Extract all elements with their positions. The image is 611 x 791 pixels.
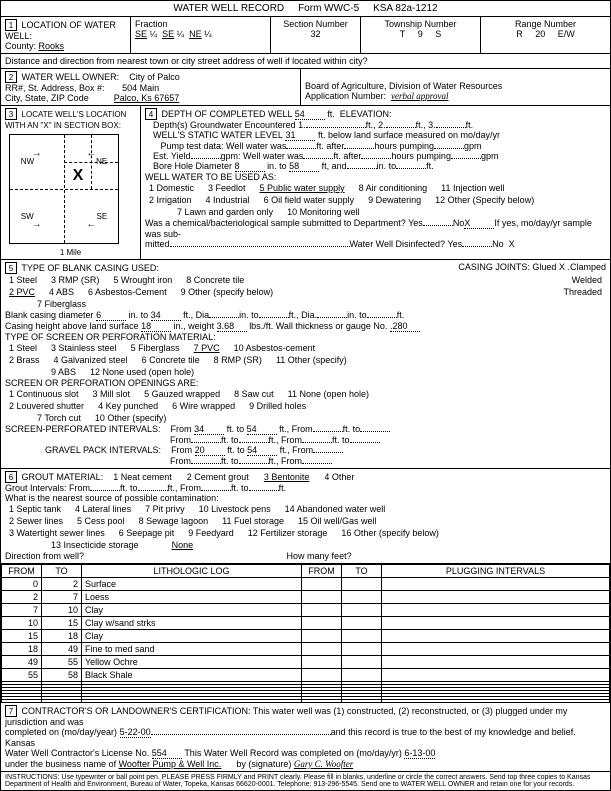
form-title: WATER WELL RECORD	[173, 3, 284, 14]
section-value: 32	[310, 29, 320, 39]
section-1-num: 1	[5, 19, 17, 31]
county-label: County:	[5, 41, 36, 51]
section-3-4-row: 3 LOCATE WELL'S LOCATION WITH AN "X" IN …	[1, 106, 610, 260]
gpi-label: GRAVEL PACK INTERVALS:	[45, 445, 161, 455]
csz-label: City, State, ZIP Code	[5, 93, 89, 103]
s1-label: LOCATION OF WATER WELL:	[5, 20, 116, 41]
distance-label: Distance and direction from nearest town…	[1, 54, 610, 68]
fraction-label: Fraction	[135, 19, 168, 29]
form-ksa: KSA 82a-1212	[373, 3, 438, 14]
table-row: 1015Clay w/sand strks	[2, 617, 610, 630]
frac3: NE	[189, 29, 202, 39]
s4-label: DEPTH OF COMPLETED WELL	[162, 109, 293, 119]
addr-label: RR#, St. Address, Box #:	[5, 83, 105, 93]
board-label: Board of Agriculture, Division of Water …	[305, 81, 502, 91]
col-to: TO	[42, 565, 82, 578]
form-header: WATER WELL RECORD Form WWC-5 KSA 82a-121…	[1, 1, 610, 17]
section-label: Section Number	[283, 19, 348, 29]
depth-value: 54	[295, 109, 325, 120]
csz-value: Palco, Ks 67657	[114, 93, 180, 103]
table-row: 710Clay	[2, 604, 610, 617]
s5-label: TYPE OF BLANK CASING USED:	[21, 263, 159, 273]
signature: Gary C. Woofter	[294, 759, 353, 769]
s7-label: CONTRACTOR'S OR LANDOWNER'S CERTIFICATIO…	[5, 706, 567, 727]
section-2-row: 2 WATER WELL OWNER: City of Palco RR#, S…	[1, 69, 610, 106]
section-3-num: 3	[5, 108, 17, 120]
section-6: 6 GROUT MATERIAL: 1 Neat cement 2 Cement…	[1, 469, 610, 564]
table-row: 1518Clay	[2, 630, 610, 643]
app-value: verbal approval	[391, 91, 448, 101]
s2-label: WATER WELL OWNER:	[22, 72, 120, 82]
col-plug: PLUGGING INTERVALS	[382, 565, 610, 578]
business-name: Woofter Pump & Well Inc.	[119, 759, 222, 769]
swl-value: 31	[285, 130, 315, 141]
app-label: Application Number:	[305, 91, 386, 101]
section-6-num: 6	[5, 471, 17, 483]
instructions: INSTRUCTIONS: Use typewriter or ball poi…	[1, 772, 610, 790]
section-4-num: 4	[145, 108, 157, 120]
col-from2: FROM	[302, 565, 342, 578]
screen-material-label: TYPE OF SCREEN OR PERFORATION MATERIAL:	[5, 332, 216, 342]
water-use-label: WELL WATER TO BE USED AS:	[145, 172, 276, 182]
section-5: 5 TYPE OF BLANK CASING USED: CASING JOIN…	[1, 260, 610, 469]
township-label: Township Number	[384, 19, 456, 29]
s3-label: LOCATE WELL'S LOCATION WITH AN "X" IN SE…	[5, 110, 126, 130]
bhd1: 8	[235, 161, 265, 172]
addr-value: 504 Main	[122, 83, 159, 93]
col-to2: TO	[342, 565, 382, 578]
section-5-num: 5	[5, 262, 17, 274]
lithologic-log-table: FROM TO LITHOLOGIC LOG FROM TO PLUGGING …	[1, 564, 610, 703]
range-label: Range Number	[515, 19, 576, 29]
spi-label: SCREEN-PERFORATED INTERVALS:	[5, 424, 161, 434]
township-value: 9	[418, 29, 423, 39]
well-location-x: X	[73, 167, 84, 185]
water-use-options: 1 Domestic3 Feedlot5 Public water supply…	[145, 182, 606, 194]
table-row: 1849Fine to med sand	[2, 643, 610, 656]
record-date: 6-13-00	[404, 748, 435, 759]
frac2: SE	[162, 29, 174, 39]
col-lith: LITHOLOGIC LOG	[82, 565, 302, 578]
table-row: 02Surface	[2, 578, 610, 591]
table-row: 27Loess	[2, 591, 610, 604]
owner-value: City of Palco	[129, 72, 180, 82]
contamination-label: What is the nearest source of possible c…	[5, 493, 219, 503]
section-box-diagram: NW NE SW SE X → ← → ←	[9, 134, 119, 244]
section-2-num: 2	[5, 71, 17, 83]
section-1-row: 1 LOCATION OF WATER WELL: County: Rooks …	[1, 17, 610, 54]
form-page: WATER WELL RECORD Form WWC-5 KSA 82a-121…	[0, 0, 611, 791]
completion-date: 5-22-00	[120, 727, 151, 738]
bhd2: 58	[289, 161, 319, 172]
section-7: 7 CONTRACTOR'S OR LANDOWNER'S CERTIFICAT…	[1, 703, 610, 772]
range-value: 20	[535, 29, 545, 39]
screen-openings-label: SCREEN OR PERFORATION OPENINGS ARE:	[5, 378, 198, 388]
license-no: 554	[152, 748, 182, 759]
frac1: SE	[135, 29, 147, 39]
s6-label: GROUT MATERIAL:	[22, 472, 104, 482]
section-7-num: 7	[5, 705, 17, 717]
county-value: Rooks	[39, 41, 65, 51]
table-row: 5558Black Shale	[2, 669, 610, 682]
col-from: FROM	[2, 565, 42, 578]
form-number: Form WWC-5	[298, 3, 359, 14]
table-row: 4955Yellow Ochre	[2, 656, 610, 669]
